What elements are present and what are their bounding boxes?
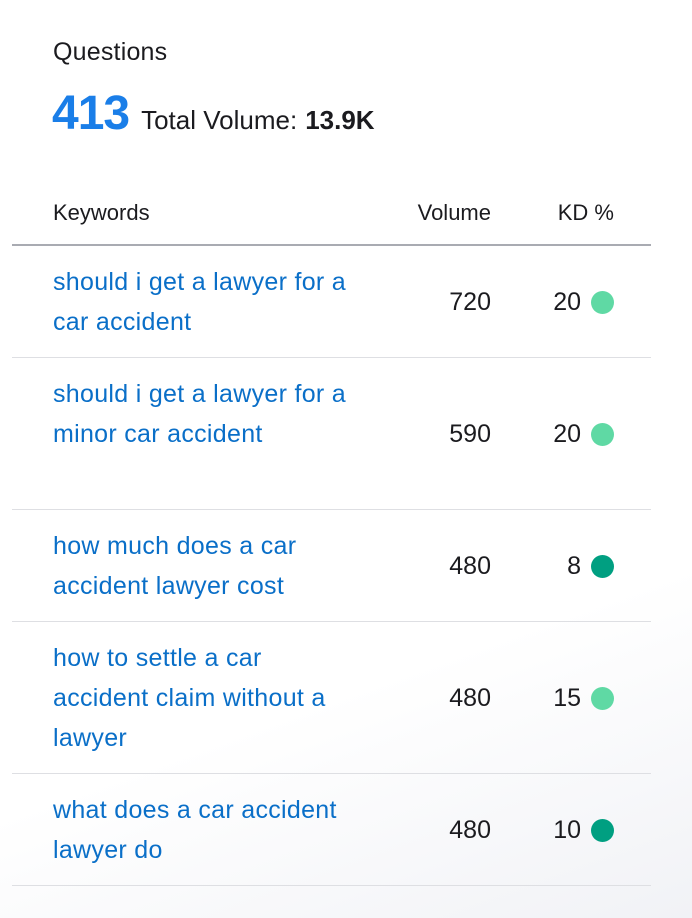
table-row: should i get a lawyer for a car accident… <box>12 246 651 358</box>
table-header: Keywords Volume KD % <box>12 186 651 246</box>
keyword-link[interactable]: how to settle a car accident claim witho… <box>53 644 326 752</box>
keywords-table: Keywords Volume KD % should i get a lawy… <box>12 186 651 886</box>
kd-indicator-dot <box>591 291 614 314</box>
total-volume-label: Total Volume: <box>141 105 298 135</box>
volume-cell: 720 <box>449 288 491 316</box>
widget-title: Questions <box>53 38 168 66</box>
kd-value: 20 <box>553 420 581 448</box>
kd-indicator-dot <box>591 555 614 578</box>
summary: 413 Total Volume: 13.9K <box>52 86 375 146</box>
keyword-link[interactable]: should i get a lawyer for a car accident <box>53 268 346 336</box>
kd-cell: 15 <box>553 684 614 713</box>
keyword-link[interactable]: what does a car accident lawyer do <box>53 796 337 864</box>
table-row: how much does a car accident lawyer cost… <box>12 510 651 622</box>
total-volume-value: 13.9K <box>305 105 375 135</box>
kd-value: 10 <box>553 816 581 844</box>
kd-cell: 10 <box>553 816 614 845</box>
kd-cell: 8 <box>567 552 614 581</box>
kd-indicator-dot <box>591 819 614 842</box>
table-row: how to settle a car accident claim witho… <box>12 622 651 774</box>
table-row: should i get a lawyer for a minor car ac… <box>12 358 651 510</box>
kd-indicator-dot <box>591 423 614 446</box>
volume-cell: 480 <box>449 552 491 580</box>
kd-value: 20 <box>553 288 581 316</box>
kd-column-header: KD % <box>557 200 614 225</box>
kd-cell: 20 <box>553 420 614 449</box>
kd-value: 8 <box>567 552 581 580</box>
volume-cell: 480 <box>449 684 491 712</box>
volume-cell: 590 <box>449 420 491 448</box>
keyword-link[interactable]: should i get a lawyer for a minor car ac… <box>53 380 346 448</box>
keywords-column-header: Keywords <box>53 200 150 225</box>
questions-count[interactable]: 413 <box>52 87 130 140</box>
table-row: what does a car accident lawyer do 480 1… <box>12 774 651 886</box>
kd-value: 15 <box>553 684 581 712</box>
volume-cell: 480 <box>449 816 491 844</box>
kd-indicator-dot <box>591 687 614 710</box>
keyword-link[interactable]: how much does a car accident lawyer cost <box>53 532 297 600</box>
volume-column-header: Volume <box>417 200 491 225</box>
kd-cell: 20 <box>553 288 614 317</box>
